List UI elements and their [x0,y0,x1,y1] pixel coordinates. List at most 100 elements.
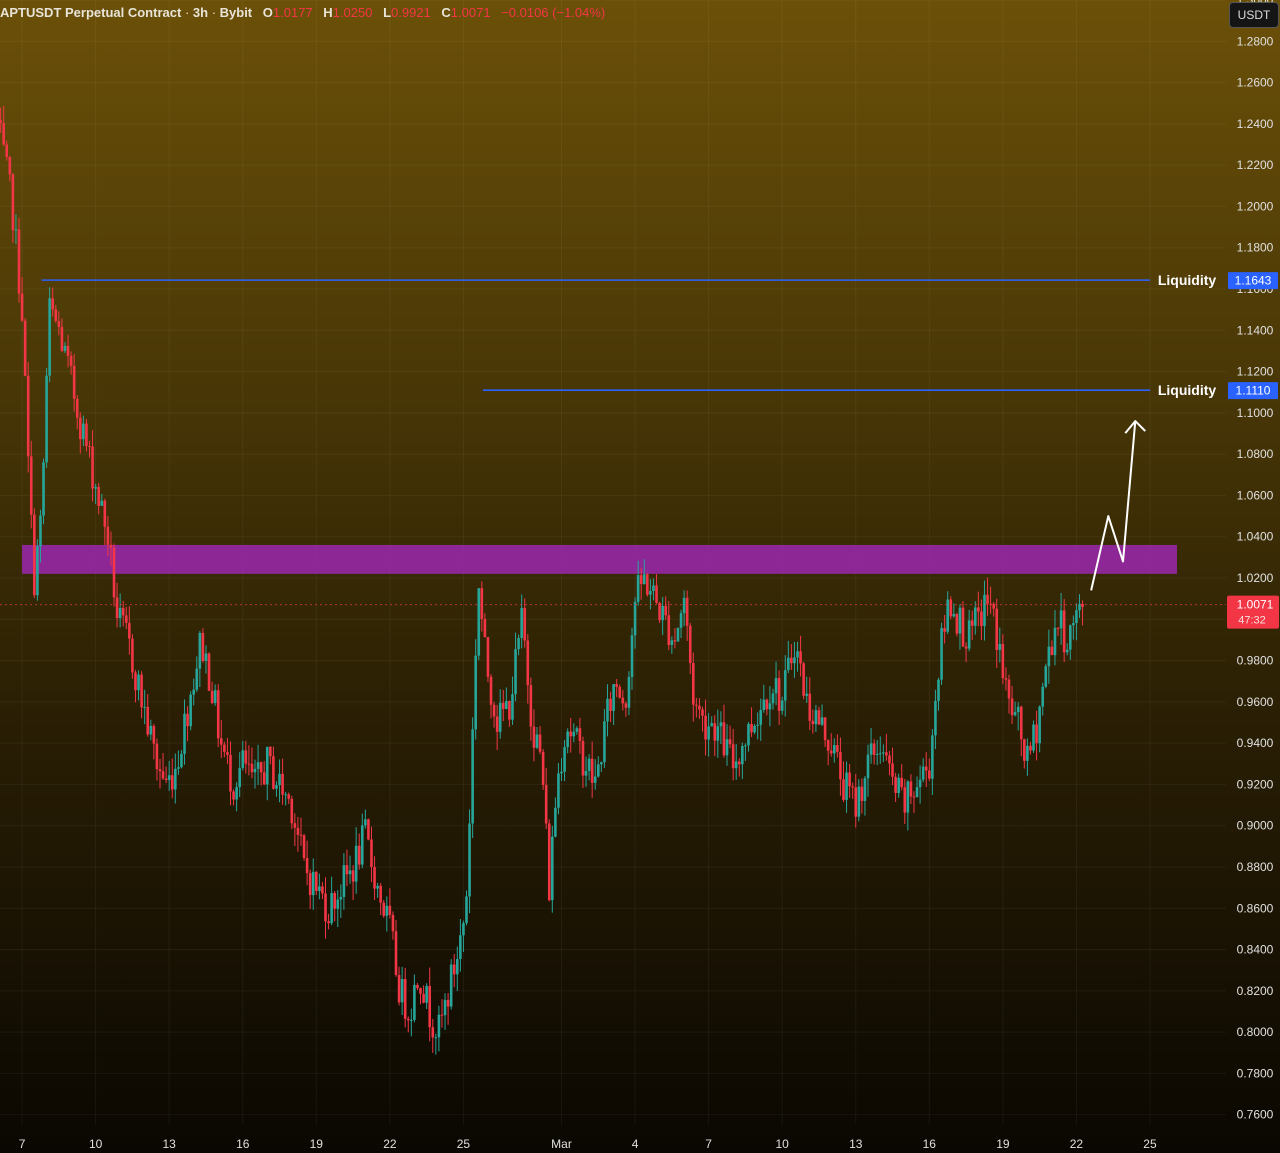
price-axis[interactable]: 1.30001.28001.26001.24001.22001.20001.18… [1237,0,1274,1122]
candle-body [385,905,389,916]
candle-body [547,823,551,901]
candle-body [734,761,738,769]
candle-body [780,700,784,711]
candle-body [483,618,487,638]
x-tick-label: 13 [849,1137,863,1151]
candle-body [986,594,989,604]
y-tick-label: 0.8000 [1237,1025,1274,1039]
candle-body [85,423,88,447]
candle-body [333,893,336,909]
candle-body [1059,610,1063,629]
candle-body [69,355,73,366]
candle-body [682,597,686,614]
candle-body [57,321,61,327]
candle-body [541,751,545,785]
candle-body [829,750,833,754]
candle-body [949,599,953,617]
grid-lines [0,0,1226,1125]
x-tick-label: 19 [310,1137,324,1151]
candle-body [1081,603,1084,607]
interval[interactable]: 3h [192,5,209,20]
candle-body [1010,698,1014,716]
candle-body [216,690,220,739]
candle-body [1065,649,1069,653]
time-axis[interactable]: 7 10 13 16 19 22 25 Mar 4 7 10 13 16 19 22 25 [19,1137,1157,1151]
candle-body [759,710,763,725]
candle-body [532,726,536,748]
candle-body [174,768,177,790]
candle-body [498,702,502,732]
level-price-tag-bg [1228,382,1278,400]
candle-body [103,500,107,527]
candle-body [97,487,100,506]
candle-body [364,819,367,826]
candle-body [256,762,260,769]
candle-body [232,791,235,800]
y-tick-label: 1.2200 [1237,158,1274,172]
candle-body [710,723,713,727]
candle-body [642,574,646,585]
candle-body [146,706,150,735]
open-label: O [262,5,273,20]
candle-body [79,417,82,440]
candle-body [808,693,812,721]
x-tick-label: 25 [457,1137,471,1151]
candle-body [452,964,456,975]
candle-body [121,607,125,616]
candle-body [167,775,171,780]
bar-countdown: 47:32 [1238,615,1266,627]
candle-body [995,608,999,650]
y-tick-label: 1.1800 [1237,241,1274,255]
candle-body [921,766,925,780]
candle-body [425,986,428,1003]
y-tick-label: 1.1400 [1237,323,1274,337]
candle-body [961,607,965,647]
y-tick-label: 1.0600 [1237,488,1274,502]
candle-body [88,446,91,448]
candle-body [345,865,349,875]
candle-body [391,914,395,932]
candle-body [777,678,781,711]
candle-body [977,607,980,612]
candle-body [508,701,511,720]
candle-body [140,674,143,708]
candle-body [866,754,870,779]
candle-body [440,1014,444,1016]
candle-body [330,893,333,924]
candle-body [26,375,30,457]
candle-body [324,893,327,922]
candle-body [529,685,533,727]
candle-body [308,873,312,896]
candle-body [511,694,514,720]
candle-body [768,703,772,710]
candle-body [1072,623,1075,626]
candle-body [888,755,891,764]
candle-body [765,699,769,710]
candle-body [315,871,318,892]
candle-body [924,766,928,771]
candle-body [253,768,257,773]
y-tick-label: 1.2000 [1237,199,1274,213]
candle-body [603,721,606,763]
x-tick-label: Mar [551,1137,572,1151]
candle-body [131,638,134,673]
candle-body [934,700,937,736]
candle-body [321,886,324,894]
candle-body [615,684,618,687]
candle-body [912,796,916,798]
candle-body [695,704,698,706]
candle-body [783,670,787,701]
currency-unit-button[interactable]: USDT [1229,2,1279,28]
candle-body [39,515,42,547]
candle-body [1026,745,1029,761]
candle-body [360,825,364,865]
symbol-name[interactable]: APTUSDT Perpetual Contract [0,5,182,20]
candle-body [612,684,615,711]
candle-body [1013,712,1017,716]
candle-body [655,585,658,603]
candle-body [376,885,379,889]
candle-body [826,740,830,751]
price-tags: 1.1643 1.1110 1.0071 47:32 [0,272,1279,629]
